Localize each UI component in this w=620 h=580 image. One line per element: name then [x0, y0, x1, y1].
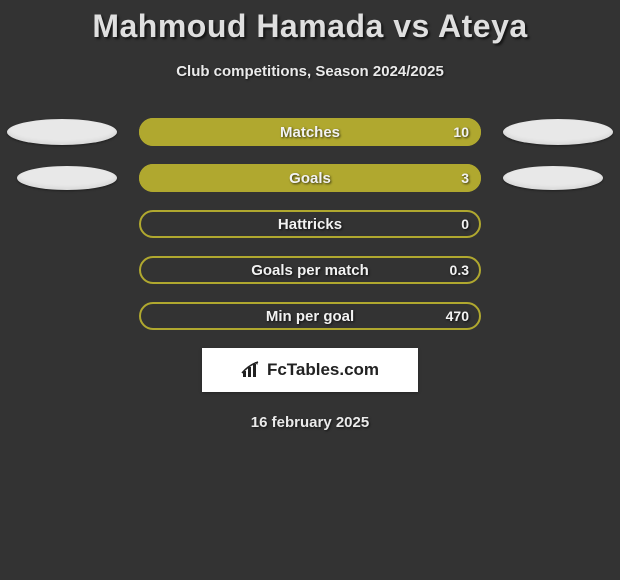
- stat-label: Goals per match: [139, 256, 481, 284]
- subtitle: Club competitions, Season 2024/2025: [0, 63, 620, 80]
- player-right-avatar: [503, 119, 613, 145]
- logo-box: FcTables.com: [202, 348, 418, 392]
- stat-value: 3: [461, 164, 469, 192]
- stats-chart: Matches 10 Goals 3 Hattric: [0, 118, 620, 330]
- stat-bar: Matches 10: [139, 118, 481, 146]
- page-title: Mahmoud Hamada vs Ateya: [0, 0, 620, 45]
- stat-bar: Goals 3: [139, 164, 481, 192]
- stat-bar: Hattricks 0: [139, 210, 481, 238]
- stat-value: 0: [461, 210, 469, 238]
- player-right-avatar: [503, 166, 603, 190]
- stat-bar: Min per goal 470: [139, 302, 481, 330]
- bar-chart-icon: [241, 361, 263, 379]
- stat-value: 10: [453, 118, 469, 146]
- stat-value: 0.3: [450, 256, 469, 284]
- stat-bar: Goals per match 0.3: [139, 256, 481, 284]
- player-left-avatar: [17, 166, 117, 190]
- stat-row: Min per goal 470: [0, 302, 620, 330]
- logo-text: FcTables.com: [267, 360, 379, 380]
- stat-label: Matches: [139, 118, 481, 146]
- stat-row: Hattricks 0: [0, 210, 620, 238]
- stat-row: Goals per match 0.3: [0, 256, 620, 284]
- stat-row: Matches 10: [0, 118, 620, 146]
- stat-label: Hattricks: [139, 210, 481, 238]
- stat-row: Goals 3: [0, 164, 620, 192]
- stat-label: Goals: [139, 164, 481, 192]
- player-left-avatar: [7, 119, 117, 145]
- stat-label: Min per goal: [139, 302, 481, 330]
- comparison-card: Mahmoud Hamada vs Ateya Club competition…: [0, 0, 620, 431]
- date-label: 16 february 2025: [0, 414, 620, 431]
- stat-value: 470: [446, 302, 469, 330]
